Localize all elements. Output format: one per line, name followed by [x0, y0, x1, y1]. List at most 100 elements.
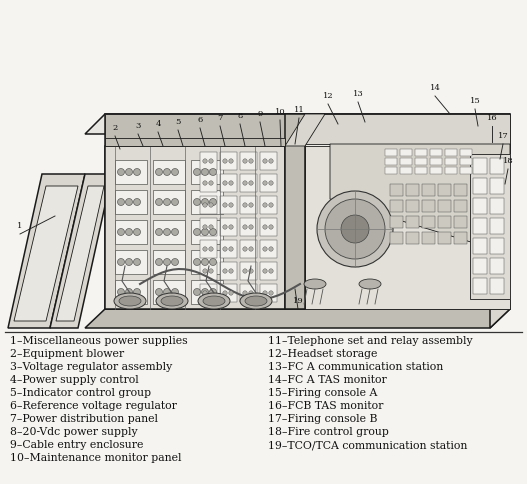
Circle shape	[243, 203, 247, 207]
Polygon shape	[285, 114, 325, 146]
Circle shape	[243, 181, 247, 185]
Bar	[490, 158, 504, 174]
Circle shape	[229, 247, 233, 251]
Bar	[390, 184, 403, 196]
Circle shape	[209, 291, 213, 295]
Bar	[490, 198, 504, 214]
Polygon shape	[56, 186, 104, 321]
Ellipse shape	[114, 293, 146, 309]
Bar	[115, 160, 147, 184]
Ellipse shape	[198, 293, 230, 309]
Circle shape	[210, 168, 217, 176]
Circle shape	[229, 269, 233, 273]
Circle shape	[171, 258, 179, 266]
Circle shape	[223, 181, 227, 185]
Text: 2: 2	[112, 124, 118, 132]
Bar	[415, 167, 427, 174]
Bar	[473, 238, 487, 254]
Bar	[406, 216, 419, 228]
Ellipse shape	[359, 279, 381, 289]
Bar	[406, 232, 419, 244]
Circle shape	[269, 181, 273, 185]
Text: 18–Fire control group: 18–Fire control group	[268, 427, 389, 437]
Polygon shape	[490, 114, 510, 328]
Circle shape	[209, 203, 213, 207]
Circle shape	[341, 215, 369, 243]
Circle shape	[269, 203, 273, 207]
Circle shape	[269, 225, 273, 229]
Polygon shape	[14, 186, 78, 321]
Circle shape	[171, 288, 179, 296]
Bar	[454, 184, 467, 196]
Bar	[260, 284, 277, 302]
Text: 13–FC A communication station: 13–FC A communication station	[268, 362, 443, 372]
Circle shape	[163, 228, 171, 236]
Bar	[191, 190, 223, 214]
Text: 16–FCB TAS monitor: 16–FCB TAS monitor	[268, 401, 383, 411]
Circle shape	[203, 159, 207, 163]
Polygon shape	[50, 174, 112, 328]
Circle shape	[209, 181, 213, 185]
Bar	[415, 149, 427, 156]
Bar	[220, 174, 237, 192]
Circle shape	[203, 225, 207, 229]
Text: 9–Cable entry enclosure: 9–Cable entry enclosure	[10, 440, 143, 450]
Circle shape	[203, 247, 207, 251]
Text: 10: 10	[275, 108, 285, 116]
Circle shape	[201, 198, 209, 206]
Circle shape	[223, 225, 227, 229]
Bar	[490, 258, 504, 274]
Bar	[473, 218, 487, 234]
Text: 6: 6	[198, 116, 202, 124]
Circle shape	[223, 203, 227, 207]
Text: 6–Reference voltage regulator: 6–Reference voltage regulator	[10, 401, 177, 411]
Circle shape	[263, 247, 267, 251]
Polygon shape	[85, 309, 510, 328]
Bar	[200, 174, 217, 192]
Bar	[220, 240, 237, 258]
Text: 16: 16	[487, 114, 497, 122]
Circle shape	[125, 228, 132, 236]
Bar	[200, 218, 217, 236]
Bar	[115, 280, 147, 304]
Bar	[240, 240, 257, 258]
Bar	[240, 218, 257, 236]
Polygon shape	[8, 174, 85, 328]
Circle shape	[125, 258, 132, 266]
Circle shape	[118, 168, 124, 176]
Bar	[191, 160, 223, 184]
Circle shape	[201, 168, 209, 176]
Circle shape	[125, 198, 132, 206]
Text: 10–Maintenance monitor panel: 10–Maintenance monitor panel	[10, 453, 181, 463]
Circle shape	[193, 258, 200, 266]
Circle shape	[118, 198, 124, 206]
Circle shape	[171, 228, 179, 236]
Circle shape	[229, 225, 233, 229]
Bar	[240, 174, 257, 192]
Circle shape	[171, 168, 179, 176]
Bar	[438, 200, 451, 212]
Bar	[438, 184, 451, 196]
Circle shape	[229, 291, 233, 295]
Circle shape	[203, 291, 207, 295]
Circle shape	[133, 258, 141, 266]
Circle shape	[210, 228, 217, 236]
Circle shape	[263, 269, 267, 273]
Polygon shape	[470, 154, 510, 299]
Bar	[473, 198, 487, 214]
Circle shape	[269, 269, 273, 273]
Circle shape	[209, 247, 213, 251]
Circle shape	[163, 198, 171, 206]
Circle shape	[155, 258, 162, 266]
Text: 12–Headset storage: 12–Headset storage	[268, 349, 377, 359]
Text: 19: 19	[292, 297, 304, 305]
Circle shape	[125, 288, 132, 296]
Polygon shape	[330, 144, 510, 254]
Text: 15: 15	[470, 97, 481, 105]
Bar	[240, 284, 257, 302]
Circle shape	[269, 291, 273, 295]
Polygon shape	[105, 114, 285, 146]
Bar	[454, 232, 467, 244]
Circle shape	[210, 288, 217, 296]
Ellipse shape	[203, 296, 225, 306]
